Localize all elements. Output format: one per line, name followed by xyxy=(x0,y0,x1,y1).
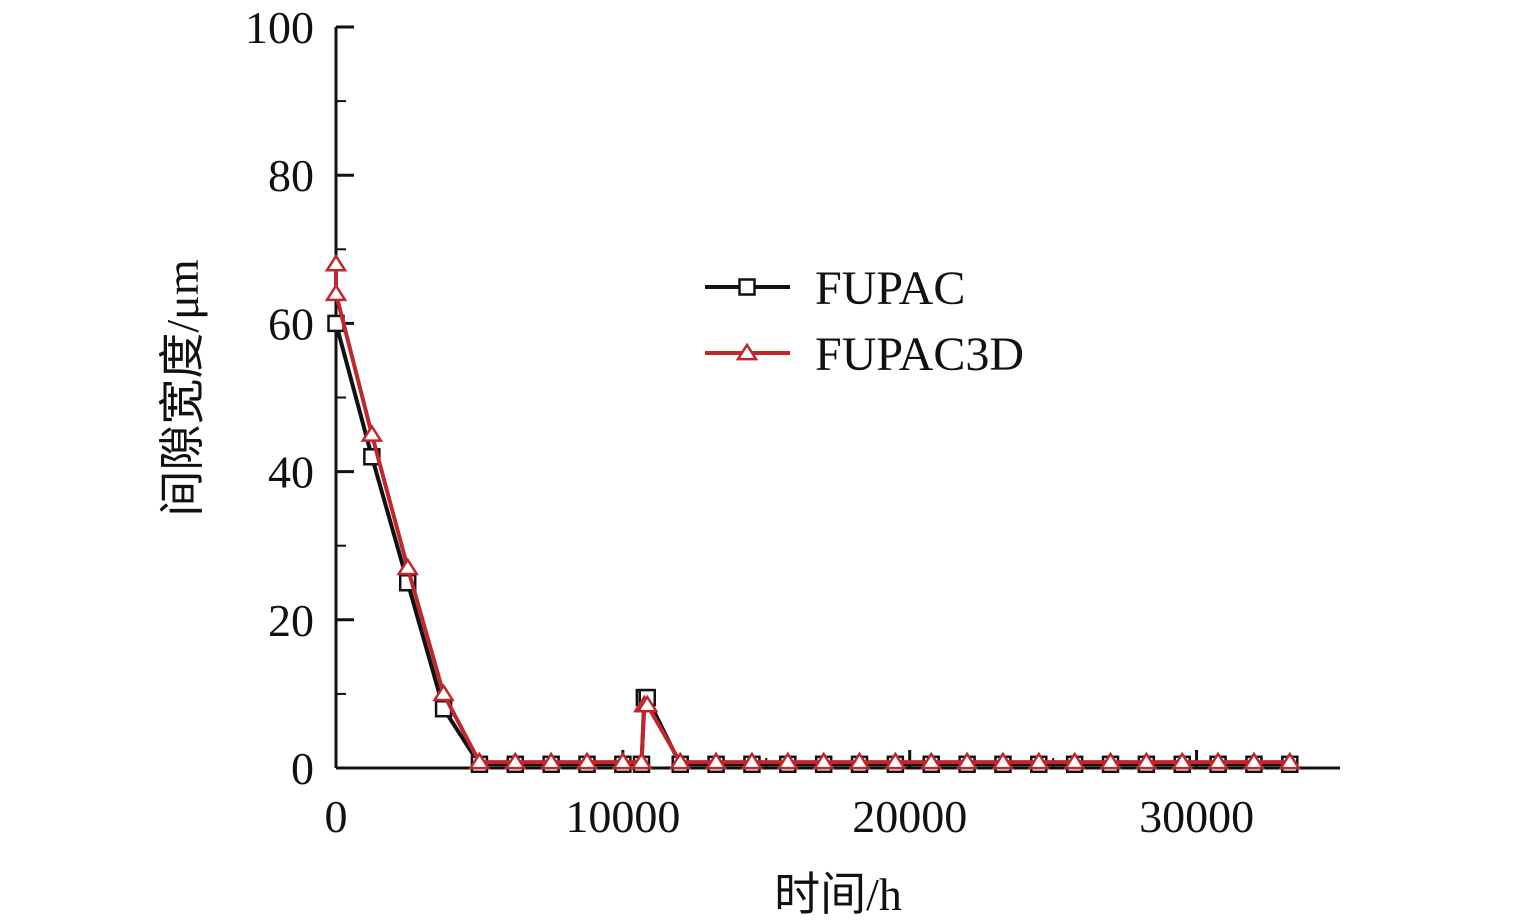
data-point-fupac3d xyxy=(630,751,653,770)
data-point-fupac3d xyxy=(1135,751,1158,770)
series-fupac3d xyxy=(324,253,1302,770)
data-point-fupac3d xyxy=(812,751,835,770)
y-tick-label: 100 xyxy=(245,2,314,53)
data-point-fupac3d xyxy=(1027,751,1051,770)
y-tick-label: 40 xyxy=(268,447,314,498)
legend: FUPAC FUPAC3D xyxy=(705,262,1024,381)
data-point-fupac3d xyxy=(324,283,348,302)
legend-marker-fupac3d xyxy=(735,342,759,361)
series-layer xyxy=(324,253,1302,774)
y-axis-title: 间隙宽度/μm xyxy=(157,259,208,516)
legend-label-fupac: FUPAC xyxy=(815,262,965,315)
data-point-fupac3d xyxy=(360,424,384,442)
x-tick-label: 10000 xyxy=(565,791,680,842)
data-point-fupac3d xyxy=(504,751,527,770)
data-point-fupac3d xyxy=(1242,751,1266,770)
legend-marker-fupac xyxy=(738,278,756,296)
data-point-fupac3d xyxy=(539,751,563,770)
y-tick-label: 20 xyxy=(268,595,314,646)
series-line-fupac xyxy=(334,322,1290,767)
data-point-fupac3d xyxy=(575,751,599,770)
data-point-fupac3d xyxy=(919,751,943,770)
data-point-fupac3d xyxy=(1063,751,1086,770)
data-point-fupac3d xyxy=(324,253,348,272)
data-point-fupac3d xyxy=(1170,751,1194,770)
x-tick-label: 20000 xyxy=(852,791,967,842)
data-point-fupac3d xyxy=(776,751,800,770)
data-point-fupac3d xyxy=(884,751,907,770)
x-axis-title: 时间/h xyxy=(774,869,902,920)
x-tick-label: 0 xyxy=(325,791,348,842)
data-point-fupac3d xyxy=(432,683,455,702)
data-point-fupac3d xyxy=(991,751,1015,770)
data-point-fupac3d xyxy=(668,751,692,770)
data-point-fupac3d xyxy=(955,751,979,770)
data-point-fupac3d xyxy=(740,751,764,770)
legend-label-fupac3d: FUPAC3D xyxy=(815,328,1024,381)
data-point-fupac3d xyxy=(396,557,419,576)
series-fupac xyxy=(327,314,1299,774)
data-point-fupac3d xyxy=(468,751,491,770)
data-point-fupac3d xyxy=(704,751,728,770)
y-tick-label: 80 xyxy=(268,150,314,201)
x-tick-label: 30000 xyxy=(1139,791,1254,842)
data-point-fupac3d xyxy=(848,751,871,770)
y-tick-label: 60 xyxy=(268,298,314,349)
axes: 0 20 40 60 80 100 0 10000 20000 30000 xyxy=(245,2,1340,842)
data-point-fupac3d xyxy=(635,694,659,713)
data-point-fupac3d xyxy=(611,751,635,770)
series-line-fupac3d xyxy=(334,264,1290,765)
data-point-fupac3d xyxy=(1278,751,1302,770)
data-point-fupac3d xyxy=(1099,751,1122,770)
data-point-fupac3d xyxy=(1206,751,1230,770)
y-tick-label: 0 xyxy=(291,743,314,794)
